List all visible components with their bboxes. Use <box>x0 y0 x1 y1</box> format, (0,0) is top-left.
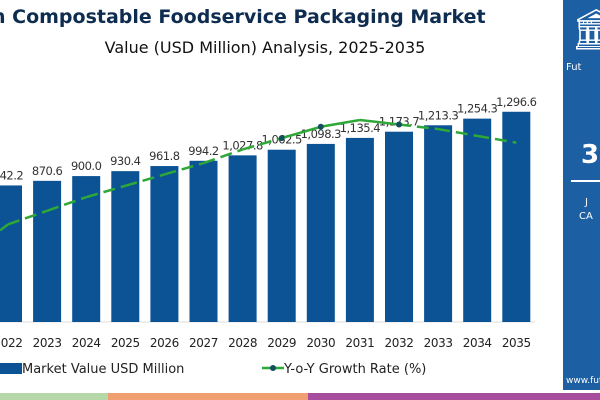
side-text-1: J <box>585 197 588 208</box>
x-tick-2027: 2027 <box>189 336 218 350</box>
growth-point-2032 <box>396 121 402 128</box>
bar-2028 <box>228 155 257 322</box>
bar-label-2034: 1,254.3 <box>457 102 498 116</box>
growth-point-2030 <box>317 123 324 130</box>
growth-line-segment <box>124 173 165 188</box>
bar-label-2026: 961.8 <box>149 149 180 163</box>
x-tick-2031: 2031 <box>345 336 374 350</box>
legend-swatch-line <box>262 365 284 371</box>
x-tick-2033: 2033 <box>424 336 453 350</box>
bar-label-2035: 1,296.6 <box>496 95 537 109</box>
x-tick-2025: 2025 <box>111 336 140 350</box>
bar-label-2027: 994.2 <box>188 144 219 158</box>
growth-line-segment <box>320 118 361 129</box>
x-tick-2024: 2024 <box>72 336 101 350</box>
bar-label-2033: 1,213.3 <box>418 108 459 122</box>
side-panel: 🏛 Fut 3 J CA www.fut <box>563 0 600 390</box>
bar-2032 <box>385 131 413 322</box>
x-tick-2023: 2023 <box>33 336 62 350</box>
bar-2022 <box>0 185 22 322</box>
side-divider <box>571 180 600 182</box>
bar-2023 <box>33 180 62 322</box>
stripe-purple <box>308 393 600 400</box>
bar-label-2025: 930.4 <box>110 154 141 168</box>
bar-2025 <box>111 171 140 322</box>
growth-point-2029 <box>278 135 285 142</box>
x-tick-2028: 2028 <box>228 336 257 350</box>
bar-2024 <box>72 176 101 322</box>
growth-line-segment <box>359 118 400 126</box>
bar-label-2031: 1,135.4 <box>340 121 381 135</box>
x-tick-2026: 2026 <box>150 336 179 350</box>
bar-2030 <box>306 143 335 322</box>
side-url[interactable]: www.fut <box>566 376 600 386</box>
side-big-number: 3 <box>581 140 600 170</box>
bar-label-2023: 870.6 <box>32 164 63 178</box>
x-tick-2035: 2035 <box>502 336 531 350</box>
bar-2031 <box>345 137 374 322</box>
growth-line-segment <box>281 125 322 140</box>
x-tick-2030: 2030 <box>306 336 335 350</box>
growth-line-segment <box>7 209 48 226</box>
side-text-2: CA <box>579 211 593 222</box>
bar-2035 <box>502 111 531 323</box>
bar-2026 <box>150 166 179 322</box>
growth-line-segment <box>164 161 204 176</box>
growth-line-segment <box>398 123 439 131</box>
growth-line-segment <box>437 127 478 138</box>
x-tick-2029: 2029 <box>267 336 296 350</box>
stripe-green <box>0 393 108 400</box>
growth-line-segment <box>203 148 244 165</box>
legend-label-line: Y-o-Y Growth Rate (%) <box>284 362 427 377</box>
legend-item-growth-rate: Y-o-Y Growth Rate (%) <box>262 362 426 377</box>
side-brand: Fut <box>566 62 582 73</box>
building-icon: 🏛 <box>571 7 600 53</box>
growth-line-segment <box>242 136 283 151</box>
growth-line-segment <box>85 184 126 199</box>
bar-2034 <box>463 118 492 323</box>
bar-2033 <box>424 125 453 323</box>
x-tick-2034: 2034 <box>463 336 492 350</box>
growth-line-segment <box>0 223 9 232</box>
bar-label-2028: 1,027.8 <box>222 138 263 152</box>
legend-label-bar: Market Value USD Million <box>22 362 185 377</box>
bar-2027 <box>189 160 218 322</box>
chart-subtitle: Value (USD Million) Analysis, 2025-2035 <box>104 38 426 57</box>
growth-line-segment <box>46 195 87 212</box>
chart-title: n Compostable Foodservice Packaging Mark… <box>0 6 486 28</box>
growth-line-segment <box>476 134 517 144</box>
stripe-orange <box>108 393 308 400</box>
legend-swatch-bar <box>0 363 22 374</box>
legend-item-market-value: Market Value USD Million <box>0 362 184 377</box>
x-tick-2032: 2032 <box>385 336 414 350</box>
bar-label-2024: 900.0 <box>71 159 102 173</box>
bar-label-2022: 842.2 <box>0 168 23 182</box>
bar-2029 <box>267 149 296 322</box>
